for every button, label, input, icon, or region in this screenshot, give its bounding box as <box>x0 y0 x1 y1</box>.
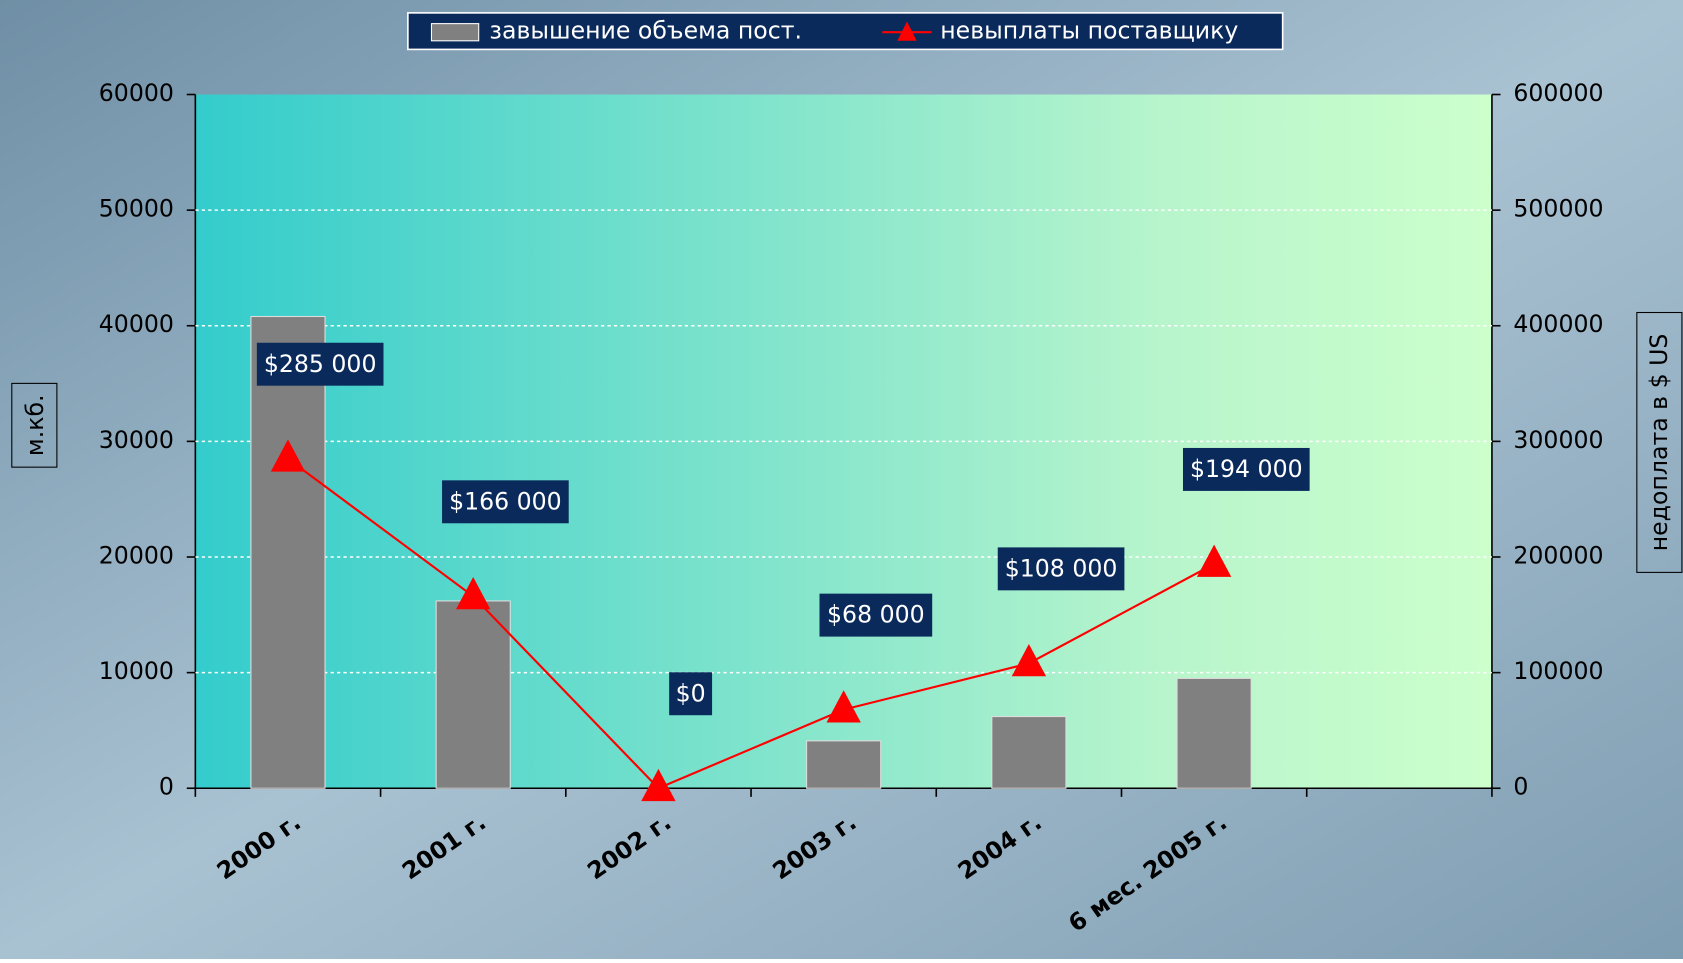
value-label: $166 000 <box>449 487 562 515</box>
y-tick-label: 30000 <box>99 426 174 454</box>
y2-label-box <box>1636 311 1683 573</box>
y2-tick-label: 400000 <box>1513 310 1603 338</box>
y2-tick-label: 600000 <box>1513 79 1603 107</box>
line <box>287 457 1215 790</box>
y-tick-label: 60000 <box>99 79 174 107</box>
value-label: $108 000 <box>1005 554 1118 582</box>
value-label: $0 <box>676 679 706 707</box>
y2-tick-label: 500000 <box>1513 195 1603 223</box>
value-label: $194 000 <box>1190 455 1303 483</box>
y-tick-label: 50000 <box>99 195 174 223</box>
value-label-box <box>997 547 1125 591</box>
y-tick-label: 40000 <box>99 310 174 338</box>
y-tick-label: 0 <box>159 773 174 801</box>
value-label-box <box>256 342 384 386</box>
value-label: $68 000 <box>827 601 925 629</box>
marker <box>641 768 676 802</box>
marker <box>456 576 491 610</box>
bar <box>991 716 1067 789</box>
legend-marker <box>897 21 917 41</box>
bar <box>1176 677 1252 789</box>
y2-axis-label: недоплата в $ US <box>1645 334 1673 552</box>
marker <box>826 690 861 723</box>
plot-area <box>195 94 1492 789</box>
marker <box>1196 544 1232 577</box>
y-label-box <box>11 382 58 468</box>
bar <box>806 740 882 789</box>
y-tick-label: 20000 <box>99 541 174 569</box>
value-label-box <box>442 480 569 524</box>
value-label-box <box>819 593 933 637</box>
y-axis-label: м.кб. <box>21 394 49 456</box>
value-label-box <box>669 672 713 716</box>
legend <box>407 12 1284 51</box>
legend-label: завышение объема пост. <box>489 17 802 45</box>
value-label-box <box>1182 447 1310 491</box>
y2-tick-label: 200000 <box>1513 541 1603 569</box>
marker <box>1011 644 1047 677</box>
legend-label: невыплаты поставщику <box>940 17 1238 45</box>
y2-tick-label: 0 <box>1513 773 1528 801</box>
y-tick-label: 10000 <box>99 657 174 685</box>
bar <box>250 315 326 789</box>
legend-swatch <box>430 23 480 42</box>
marker <box>270 439 306 472</box>
value-label: $285 000 <box>264 350 377 378</box>
y2-tick-label: 100000 <box>1513 657 1603 685</box>
bar <box>435 600 511 789</box>
y2-tick-label: 300000 <box>1513 426 1603 454</box>
